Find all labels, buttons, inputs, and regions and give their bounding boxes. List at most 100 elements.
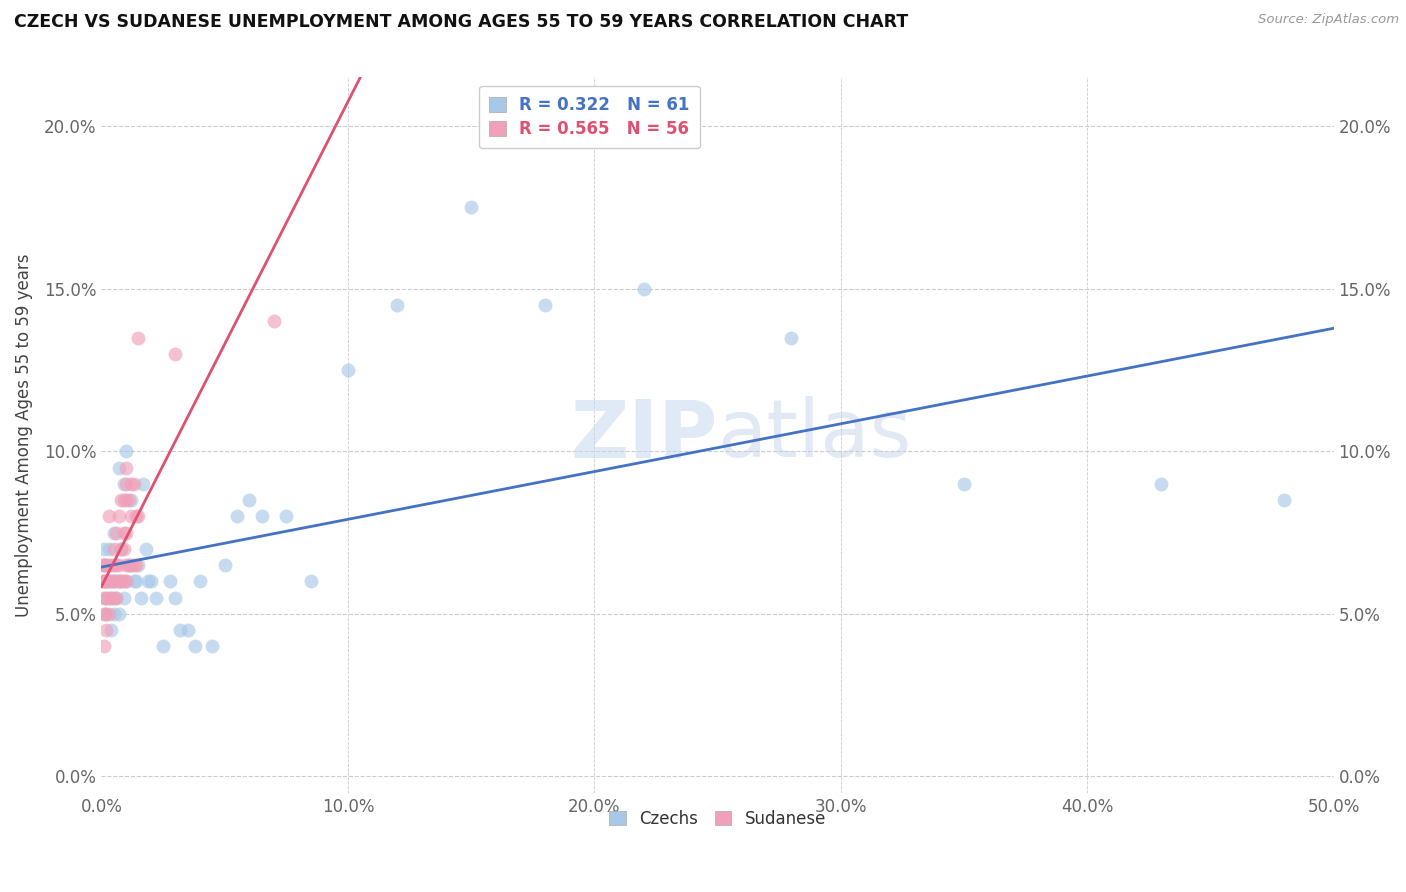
Point	[110, 574, 132, 589]
Point	[250, 509, 273, 524]
Point	[100, 591, 122, 605]
Point	[93, 541, 115, 556]
Text: CZECH VS SUDANESE UNEMPLOYMENT AMONG AGES 55 TO 59 YEARS CORRELATION CHART: CZECH VS SUDANESE UNEMPLOYMENT AMONG AGE…	[14, 13, 908, 31]
Point	[125, 558, 148, 573]
Point	[112, 591, 135, 605]
Point	[1272, 493, 1295, 508]
Point	[103, 525, 125, 540]
Point	[100, 623, 122, 637]
Point	[122, 476, 145, 491]
Point	[115, 525, 138, 540]
Point	[110, 541, 132, 556]
Point	[103, 574, 125, 589]
Point	[96, 591, 118, 605]
Point	[132, 476, 155, 491]
Point	[534, 298, 557, 312]
Point	[953, 476, 976, 491]
Point	[107, 509, 129, 524]
Point	[125, 509, 148, 524]
Point	[336, 363, 359, 377]
Point	[97, 574, 120, 589]
Point	[117, 558, 139, 573]
Point	[97, 541, 120, 556]
Point	[188, 574, 211, 589]
Point	[103, 607, 125, 621]
Point	[100, 591, 122, 605]
Point	[169, 623, 191, 637]
Point	[115, 493, 138, 508]
Point	[145, 591, 167, 605]
Point	[115, 574, 138, 589]
Point	[100, 558, 122, 573]
Point	[120, 558, 142, 573]
Point	[93, 558, 115, 573]
Point	[100, 574, 122, 589]
Point	[135, 541, 157, 556]
Point	[96, 623, 118, 637]
Point	[97, 574, 120, 589]
Text: atlas: atlas	[717, 396, 912, 474]
Point	[184, 640, 207, 654]
Point	[96, 574, 118, 589]
Point	[103, 558, 125, 573]
Text: ZIP: ZIP	[571, 396, 717, 474]
Point	[117, 558, 139, 573]
Point	[115, 444, 138, 458]
Point	[96, 607, 118, 621]
Point	[120, 476, 142, 491]
Point	[139, 574, 162, 589]
Point	[276, 509, 298, 524]
Point	[103, 591, 125, 605]
Point	[1150, 476, 1173, 491]
Point	[93, 574, 115, 589]
Point	[96, 591, 118, 605]
Point	[110, 574, 132, 589]
Point	[94, 607, 117, 621]
Point	[112, 493, 135, 508]
Point	[91, 574, 114, 589]
Point	[177, 623, 200, 637]
Point	[112, 525, 135, 540]
Point	[127, 509, 149, 524]
Point	[93, 607, 115, 621]
Point	[100, 574, 122, 589]
Point	[115, 476, 138, 491]
Point	[127, 330, 149, 344]
Point	[96, 558, 118, 573]
Point	[97, 607, 120, 621]
Point	[105, 591, 128, 605]
Point	[633, 282, 655, 296]
Point	[97, 591, 120, 605]
Point	[97, 509, 120, 524]
Point	[103, 541, 125, 556]
Point	[120, 493, 142, 508]
Y-axis label: Unemployment Among Ages 55 to 59 years: Unemployment Among Ages 55 to 59 years	[15, 253, 32, 616]
Point	[201, 640, 224, 654]
Point	[93, 558, 115, 573]
Point	[103, 574, 125, 589]
Point	[263, 314, 285, 328]
Point	[96, 558, 118, 573]
Legend: Czechs, Sudanese: Czechs, Sudanese	[602, 803, 832, 834]
Point	[129, 591, 152, 605]
Point	[112, 541, 135, 556]
Point	[117, 493, 139, 508]
Point	[94, 574, 117, 589]
Point	[780, 330, 803, 344]
Point	[93, 591, 115, 605]
Point	[107, 607, 129, 621]
Point	[165, 591, 187, 605]
Point	[125, 574, 148, 589]
Point	[93, 640, 115, 654]
Point	[112, 476, 135, 491]
Point	[115, 558, 138, 573]
Point	[385, 298, 408, 312]
Point	[107, 574, 129, 589]
Point	[122, 558, 145, 573]
Point	[127, 558, 149, 573]
Point	[214, 558, 236, 573]
Point	[105, 558, 128, 573]
Point	[105, 525, 128, 540]
Point	[96, 574, 118, 589]
Point	[112, 574, 135, 589]
